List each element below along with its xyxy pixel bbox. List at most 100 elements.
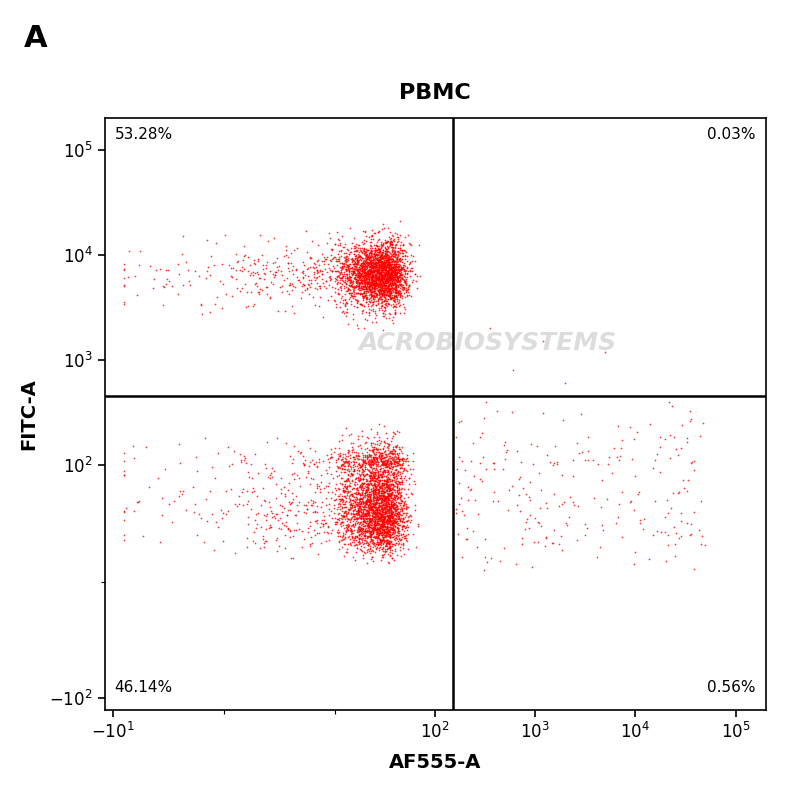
Point (281, 272, 294, 285)
Point (339, 275, 352, 288)
Point (377, 494, 390, 507)
Point (376, 284, 388, 297)
Point (280, 244, 293, 256)
Point (358, 263, 371, 275)
Point (367, 293, 380, 305)
Point (382, 461, 395, 473)
Point (310, 255, 323, 267)
Point (382, 497, 395, 510)
Point (397, 237, 409, 250)
Point (358, 258, 371, 271)
Point (387, 254, 400, 267)
Point (366, 247, 379, 260)
Point (392, 231, 405, 244)
Point (383, 484, 396, 497)
Point (381, 268, 394, 281)
Point (265, 471, 278, 484)
Point (399, 246, 412, 259)
Point (340, 510, 353, 522)
Point (336, 518, 349, 531)
Point (236, 485, 249, 498)
Point (675, 442, 688, 454)
Point (293, 275, 306, 288)
Point (675, 507, 688, 519)
Point (364, 266, 376, 279)
Point (334, 264, 347, 276)
Point (382, 514, 395, 527)
Point (380, 475, 393, 488)
Point (342, 261, 355, 274)
Point (390, 252, 403, 265)
Point (503, 484, 516, 496)
Point (382, 273, 395, 286)
Point (364, 271, 376, 283)
Point (339, 523, 352, 536)
Point (376, 493, 388, 506)
Point (369, 252, 382, 264)
Point (381, 492, 394, 504)
Point (368, 486, 381, 499)
Point (381, 285, 394, 297)
Point (372, 522, 385, 535)
Point (396, 252, 409, 265)
Point (374, 504, 387, 517)
Point (380, 499, 393, 511)
Point (376, 269, 388, 282)
Point (680, 517, 693, 529)
Point (367, 524, 380, 537)
Point (366, 504, 379, 517)
Point (371, 272, 384, 285)
Point (376, 521, 389, 533)
Point (332, 524, 345, 537)
Point (342, 523, 355, 536)
Point (400, 507, 413, 519)
Point (354, 483, 367, 495)
Point (388, 450, 401, 462)
Point (382, 251, 395, 264)
Point (373, 434, 386, 447)
Point (363, 267, 376, 280)
Point (358, 529, 371, 542)
Point (388, 296, 401, 308)
Point (391, 230, 404, 243)
Point (373, 522, 386, 535)
Point (380, 496, 393, 509)
Point (245, 286, 258, 298)
Point (387, 483, 400, 495)
Point (334, 534, 347, 547)
Point (370, 253, 383, 266)
Point (340, 487, 353, 499)
Point (395, 279, 408, 291)
Point (358, 278, 371, 290)
Point (358, 525, 371, 538)
Point (381, 537, 394, 549)
Point (373, 519, 386, 532)
Point (369, 501, 382, 514)
Point (380, 455, 393, 468)
Point (371, 528, 384, 540)
Point (354, 500, 367, 513)
Point (380, 492, 393, 505)
Point (453, 477, 466, 489)
Point (323, 232, 336, 245)
Point (332, 233, 345, 245)
Point (189, 451, 202, 463)
Point (384, 260, 397, 273)
Point (386, 526, 399, 539)
Point (369, 295, 382, 308)
Point (345, 289, 358, 301)
Point (385, 249, 398, 261)
Point (375, 450, 388, 462)
Point (374, 505, 387, 518)
Point (356, 478, 369, 491)
Point (384, 252, 397, 265)
Point (458, 509, 471, 522)
Point (376, 467, 388, 480)
Point (362, 517, 375, 529)
Point (378, 260, 391, 272)
Point (268, 465, 280, 477)
Point (396, 454, 409, 466)
Point (253, 229, 266, 241)
Point (388, 268, 401, 281)
Point (384, 235, 397, 248)
